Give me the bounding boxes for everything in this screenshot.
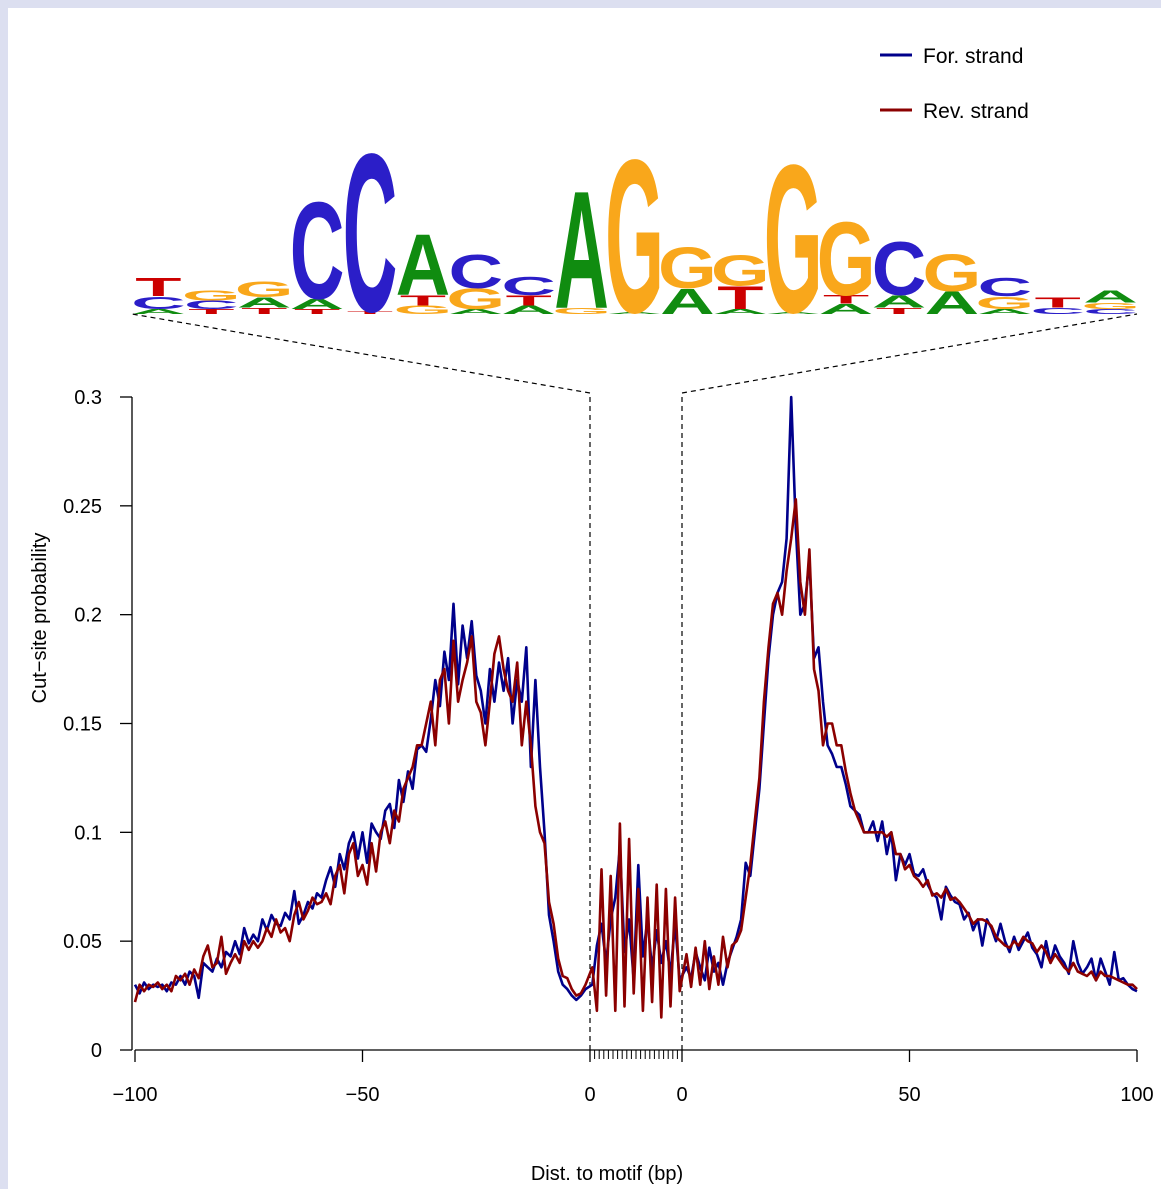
legend-label-forward: For. strand (923, 45, 1023, 68)
logo-letter-C: C (131, 293, 186, 313)
x-tick-label: 0 (676, 1084, 687, 1106)
logo-letter-G: G (658, 236, 717, 301)
logo-letter-A: A (501, 304, 556, 317)
x-axis-title: Dist. to motif (bp) (531, 1163, 683, 1185)
motif-guides (131, 313, 1138, 1050)
logo-letter-A: A (978, 307, 1033, 315)
logo-letter-A: A (1083, 286, 1138, 306)
logo-letter-G: G (605, 114, 664, 359)
y-tick-label: 0.2 (74, 605, 102, 627)
y-axis-title: Cut−site probability (29, 533, 51, 704)
y-tick-label: 0.3 (74, 387, 102, 409)
logo-letter-A: A (554, 156, 609, 344)
y-tick-label: 0 (91, 1040, 102, 1062)
logo-letter-A: A (237, 295, 292, 311)
logo-letter-C: C (501, 271, 556, 300)
logo-letter-T: T (506, 292, 552, 308)
logo-letter-G: G (975, 293, 1034, 313)
logo-letter-G: G (1081, 301, 1140, 311)
logo-letter-G: G (182, 287, 241, 303)
logo-letter-A: A (660, 281, 715, 322)
logo-letter-T: T (294, 307, 340, 315)
x-tick-label: −100 (112, 1084, 157, 1106)
series-lines (133, 395, 1138, 1019)
forward-strand-line (133, 395, 1138, 1002)
logo-letter-T: T (135, 272, 181, 301)
legend-label-reverse: Rev. strand (923, 100, 1029, 123)
logo-letter-T: T (241, 306, 287, 316)
legend: For. strand Rev. strand (880, 45, 1029, 123)
logo-letter-T: T (823, 293, 869, 306)
logo-letter-C: C (872, 227, 927, 312)
x-tick-label: 100 (1120, 1084, 1153, 1106)
reverse-strand-line (133, 498, 1138, 1019)
logo-letter-A: A (131, 307, 186, 315)
logo-letter-T: T (876, 306, 922, 316)
logo-left-guide (131, 313, 591, 394)
logo-letter-G: G (393, 304, 452, 317)
x-tick-label: 50 (898, 1084, 920, 1106)
logo-letter-G: G (446, 283, 505, 316)
logo-letter-A: A (766, 311, 821, 314)
y-tick-label: 0.1 (74, 822, 102, 844)
logo-right-guide (681, 313, 1138, 394)
logo-letter-A: A (925, 285, 980, 321)
logo-letter-A: A (713, 307, 768, 315)
y-tick-label: 0.25 (63, 496, 102, 518)
logo-letter-C: C (1030, 306, 1085, 316)
y-tick-label: 0.05 (63, 931, 102, 953)
logo-letter-G: G (922, 243, 981, 302)
logo-letter-C: C (449, 245, 504, 298)
logo-letter-G: G (235, 278, 294, 302)
logo-letter-A: A (872, 292, 927, 312)
logo-letter-C: C (1083, 307, 1138, 315)
logo-letter-T: T (188, 307, 234, 315)
logo-letter-A: A (449, 307, 504, 315)
logo-letter-A: A (396, 217, 451, 314)
logo-letter-G: G (764, 120, 823, 357)
x-tick-label: −50 (346, 1084, 380, 1106)
logo-letter-A: A (819, 301, 874, 317)
logo-letter-A: A (607, 311, 662, 314)
logo-letter-T: T (400, 292, 446, 308)
logo-letter-G: G (817, 201, 876, 318)
logo-letter-G: G (711, 247, 770, 296)
logo-letter-T: T (347, 310, 394, 315)
axes: 0 0.05 0.1 0.15 0.2 0.25 0.3 −100 −50 0 0 50 100 (63, 387, 1154, 1106)
y-tick-label: 0.15 (63, 714, 102, 736)
logo-letter-A: A (290, 296, 345, 312)
logo-letter-T: T (1035, 295, 1081, 311)
logo-letter-C: C (184, 298, 239, 311)
logo-letter-C: C (290, 173, 345, 328)
logo-letter-T: T (717, 280, 763, 316)
x-tick-label: 0 (584, 1084, 595, 1106)
logo-letter-C: C (343, 106, 398, 359)
logo-letter-G: G (552, 306, 611, 316)
logo-letter-C: C (978, 272, 1033, 301)
